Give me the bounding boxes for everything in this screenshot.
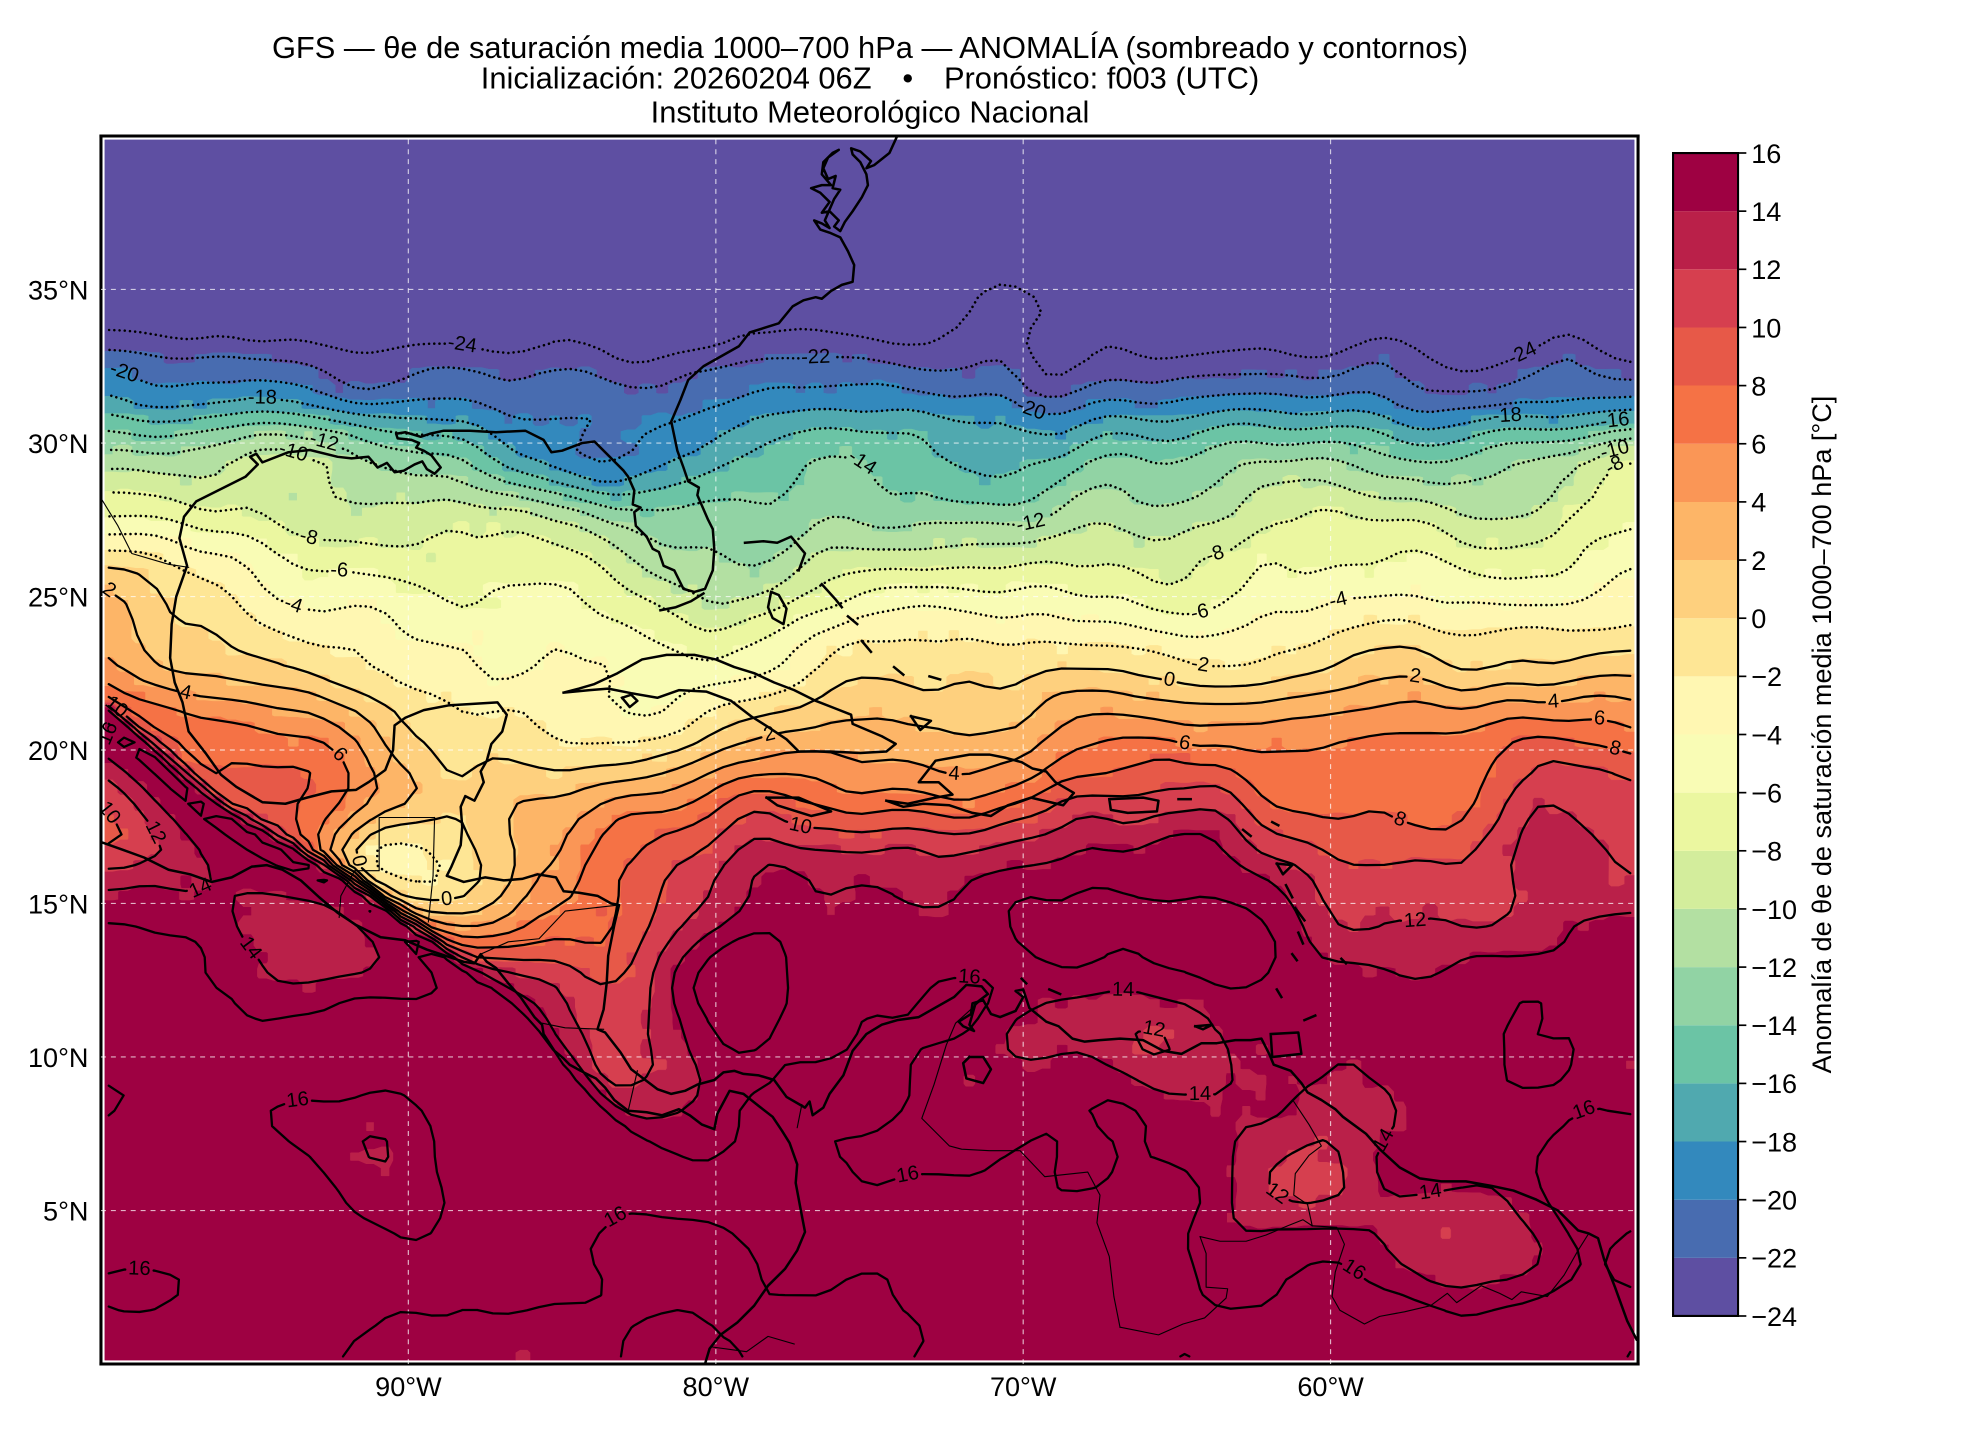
svg-text:4: 4 <box>178 681 194 705</box>
svg-text:6: 6 <box>1177 731 1192 755</box>
svg-text:14: 14 <box>1751 196 1781 227</box>
svg-text:10: 10 <box>1751 312 1781 343</box>
svg-text:−6: −6 <box>1751 777 1782 808</box>
svg-text:12: 12 <box>1751 254 1781 285</box>
svg-text:−2: −2 <box>1751 661 1782 692</box>
svg-text:2: 2 <box>1408 664 1422 687</box>
svg-text:-6: -6 <box>330 559 349 582</box>
svg-text:-4: -4 <box>1327 587 1350 613</box>
svg-text:-2: -2 <box>1189 652 1210 677</box>
svg-text:8: 8 <box>1751 370 1766 401</box>
svg-text:2: 2 <box>1751 545 1766 576</box>
svg-text:80°W: 80°W <box>683 1371 750 1402</box>
svg-text:−16: −16 <box>1751 1068 1797 1099</box>
svg-text:0: 0 <box>1751 603 1766 634</box>
svg-text:6: 6 <box>1593 707 1606 730</box>
svg-text:4: 4 <box>948 762 961 785</box>
svg-text:14: 14 <box>1112 979 1135 1001</box>
svg-text:12: 12 <box>1141 1016 1167 1042</box>
svg-text:Anomalía de θe de saturación m: Anomalía de θe de saturación media 1000–… <box>1806 396 1837 1074</box>
svg-text:70°W: 70°W <box>990 1371 1057 1402</box>
svg-text:−22: −22 <box>1751 1243 1797 1274</box>
svg-text:10: 10 <box>787 813 814 839</box>
svg-text:15°N: 15°N <box>28 888 89 919</box>
svg-text:16: 16 <box>128 1257 151 1280</box>
svg-text:2: 2 <box>761 722 777 746</box>
svg-text:30°N: 30°N <box>28 428 89 459</box>
svg-text:16: 16 <box>1751 138 1781 169</box>
svg-text:0: 0 <box>1162 668 1177 692</box>
svg-text:12: 12 <box>1403 909 1427 932</box>
svg-text:0: 0 <box>440 887 454 910</box>
svg-text:-4: -4 <box>281 591 305 618</box>
svg-text:5°N: 5°N <box>43 1195 88 1226</box>
svg-text:25°N: 25°N <box>28 581 89 612</box>
svg-text:−14: −14 <box>1751 1010 1797 1041</box>
svg-text:Instituto Meteorológico Nacion: Instituto Meteorológico Nacional <box>651 94 1090 129</box>
svg-text:35°N: 35°N <box>28 274 89 305</box>
svg-text:16: 16 <box>958 965 982 988</box>
svg-text:-6: -6 <box>1189 599 1211 624</box>
svg-text:−8: −8 <box>1751 836 1782 867</box>
svg-text:−4: −4 <box>1751 719 1782 750</box>
svg-text:4: 4 <box>1751 487 1766 518</box>
svg-text:60°W: 60°W <box>1297 1371 1364 1402</box>
svg-text:16: 16 <box>895 1162 921 1188</box>
svg-text:-22: -22 <box>801 346 831 369</box>
svg-text:4: 4 <box>1547 690 1560 713</box>
svg-text:20°N: 20°N <box>28 735 89 766</box>
svg-text:−10: −10 <box>1751 894 1797 925</box>
svg-text:−20: −20 <box>1751 1185 1797 1216</box>
svg-text:8: 8 <box>1607 736 1623 760</box>
svg-text:90°W: 90°W <box>375 1371 442 1402</box>
svg-text:16: 16 <box>285 1088 310 1113</box>
svg-text:-8: -8 <box>297 524 319 549</box>
svg-text:0: 0 <box>347 853 371 869</box>
svg-text:14: 14 <box>1418 1179 1443 1204</box>
svg-text:-18: -18 <box>248 386 277 408</box>
svg-text:−12: −12 <box>1751 952 1797 983</box>
svg-text:GFS — θe de saturación media 1: GFS — θe de saturación media 1000–700 hP… <box>272 30 1468 65</box>
svg-text:-18: -18 <box>1492 404 1522 428</box>
svg-text:Inicialización: 20260204 06Z: Inicialización: 20260204 06Z • Pronóstic… <box>481 61 1259 96</box>
svg-text:−24: −24 <box>1751 1301 1797 1332</box>
svg-text:-8: -8 <box>1203 541 1227 567</box>
svg-text:6: 6 <box>1751 429 1766 460</box>
svg-text:14: 14 <box>1189 1083 1212 1105</box>
svg-text:-24: -24 <box>446 331 478 357</box>
svg-text:10°N: 10°N <box>28 1042 89 1073</box>
svg-text:−18: −18 <box>1751 1126 1797 1157</box>
svg-text:-16: -16 <box>1599 408 1630 433</box>
